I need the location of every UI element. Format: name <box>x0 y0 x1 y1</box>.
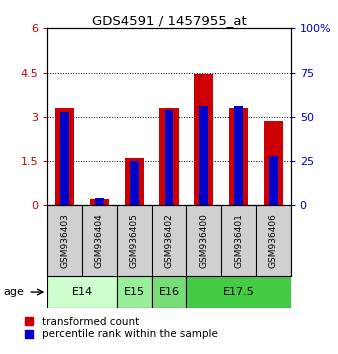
Bar <box>194 74 213 205</box>
Text: GSM936400: GSM936400 <box>199 213 208 268</box>
Legend: transformed count, percentile rank within the sample: transformed count, percentile rank withi… <box>25 317 218 339</box>
Bar <box>61 112 69 116</box>
Bar <box>130 161 139 205</box>
Bar <box>61 112 69 205</box>
Bar <box>47 276 117 308</box>
Bar <box>117 276 152 308</box>
Bar <box>269 156 277 205</box>
Bar <box>199 106 208 110</box>
Bar <box>234 106 243 205</box>
Text: GSM936405: GSM936405 <box>130 213 139 268</box>
Text: GSM936403: GSM936403 <box>60 213 69 268</box>
Text: GSM936401: GSM936401 <box>234 213 243 268</box>
Text: E17.5: E17.5 <box>223 287 255 297</box>
Bar <box>152 276 186 308</box>
Bar <box>90 199 109 205</box>
Bar <box>95 198 104 202</box>
Bar <box>199 106 208 205</box>
Text: E15: E15 <box>124 287 145 297</box>
Text: GSM936406: GSM936406 <box>269 213 278 268</box>
Bar <box>264 121 283 205</box>
Bar <box>269 156 277 160</box>
Bar <box>130 161 139 166</box>
Text: age: age <box>4 287 25 297</box>
Bar <box>125 158 144 205</box>
Text: E16: E16 <box>159 287 179 297</box>
Bar <box>234 106 243 110</box>
Title: GDS4591 / 1457955_at: GDS4591 / 1457955_at <box>92 14 246 27</box>
Bar <box>229 108 248 205</box>
Bar <box>165 110 173 114</box>
Text: GSM936402: GSM936402 <box>165 213 173 268</box>
Bar <box>160 108 178 205</box>
Bar <box>95 198 104 205</box>
Text: E14: E14 <box>72 287 93 297</box>
Text: GSM936404: GSM936404 <box>95 213 104 268</box>
Bar <box>186 276 291 308</box>
Bar <box>55 108 74 205</box>
Bar <box>165 110 173 205</box>
